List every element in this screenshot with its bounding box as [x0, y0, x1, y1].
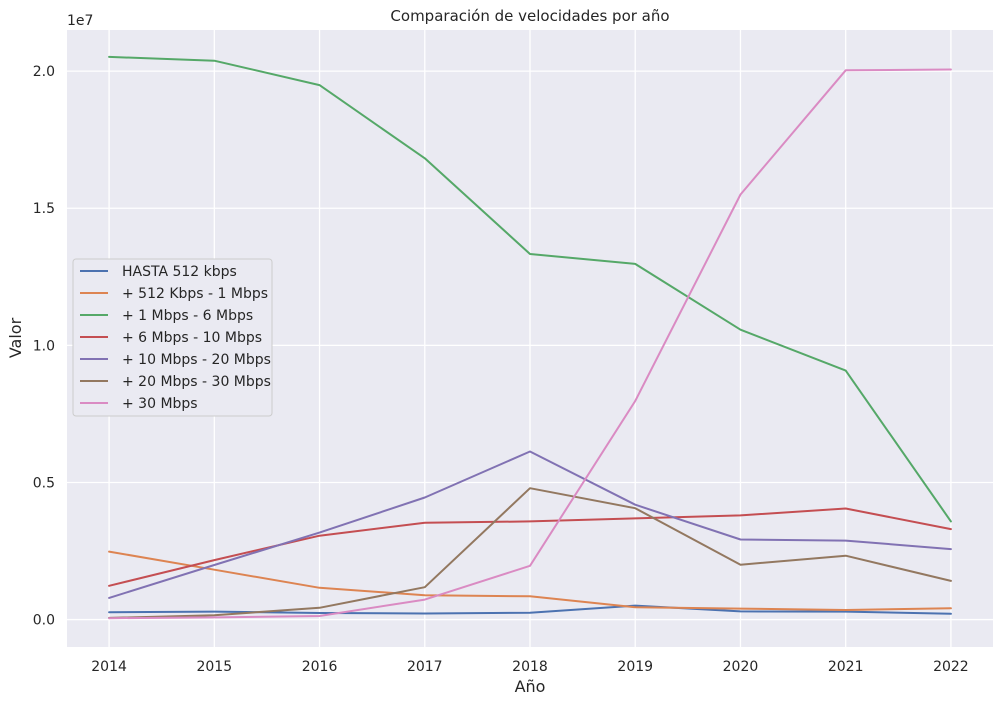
legend-label: + 1 Mbps - 6 Mbps — [122, 308, 253, 324]
x-tick-label: 2016 — [302, 659, 338, 675]
y-offset-label: 1e7 — [67, 13, 93, 29]
legend-label: + 6 Mbps - 10 Mbps — [122, 330, 262, 346]
x-tick-label: 2020 — [723, 659, 759, 675]
y-tick-label: 0.5 — [33, 475, 55, 491]
x-tick-label: 2021 — [828, 659, 864, 675]
legend-label: + 30 Mbps — [122, 396, 198, 412]
y-tick-label: 2.0 — [33, 64, 55, 80]
tick-labels: 2014 2015 2016 2017 2018 2019 2020 2021 2022 0.0 0… — [33, 64, 969, 675]
series-line — [108, 550, 952, 611]
x-tick-label: 2017 — [407, 659, 443, 675]
y-tick-label: 0.0 — [33, 613, 55, 629]
series-line — [108, 507, 952, 587]
legend: HASTA 512 kbps + 512 Kbps - 1 Mbps + 1 Mbp… — [72, 258, 273, 417]
grid — [67, 30, 993, 647]
series-line — [108, 487, 952, 619]
x-tick-label: 2014 — [91, 659, 127, 675]
legend-items: HASTA 512 kbps + 512 Kbps - 1 Mbps + 1 Mbp… — [80, 264, 271, 412]
legend-box — [72, 258, 273, 417]
x-tick-label: 2019 — [617, 659, 653, 675]
y-tick-label: 1.5 — [33, 201, 55, 217]
x-tick-label: 2018 — [512, 659, 548, 675]
legend-label: HASTA 512 kbps — [122, 264, 237, 280]
legend-label: + 20 Mbps - 30 Mbps — [122, 374, 271, 390]
legend-label: + 512 Kbps - 1 Mbps — [122, 286, 268, 302]
legend-label: + 10 Mbps - 20 Mbps — [122, 352, 271, 368]
y-tick-label: 1.0 — [33, 338, 55, 354]
y-axis-label: Valor — [6, 317, 25, 358]
series-lines — [108, 55, 952, 620]
x-tick-label: 2022 — [933, 659, 969, 675]
x-tick-label: 2015 — [196, 659, 232, 675]
series-line — [108, 68, 952, 620]
x-axis-label: Año — [515, 677, 546, 696]
series-line — [108, 450, 952, 599]
chart-title: Comparación de velocidades por año — [390, 7, 669, 25]
series-line — [108, 55, 952, 523]
